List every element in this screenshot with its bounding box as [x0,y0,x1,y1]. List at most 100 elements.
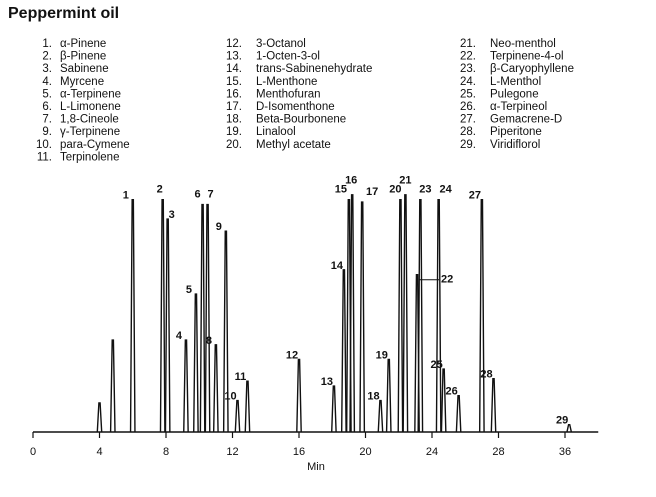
legend-number: 16. [226,88,242,100]
x-tick-label: 20 [359,446,371,458]
peak-label: 14 [331,260,344,272]
peak [397,198,404,433]
peak [183,339,189,433]
legend-name: Piperitone [490,126,542,138]
peak [212,344,219,433]
peak [164,218,171,433]
legend-name: β-Pinene [60,51,106,63]
legend-name: D-Isomenthone [256,101,335,113]
legend-name: L-Limonene [60,101,121,113]
peak [377,399,384,433]
peak [193,293,199,433]
x-tick-label: 16 [293,446,305,458]
peak [204,203,211,433]
legend-name: α-Terpinene [60,88,121,100]
x-tick-label: 4 [96,446,102,458]
peak [435,198,442,433]
legend-number: 12. [226,38,242,50]
legend-number: 25. [460,88,476,100]
chart-title: Peppermint oil [8,5,119,22]
legend-name: Myrcene [60,76,104,88]
peak-label: 4 [176,330,183,342]
peak-label: 18 [367,390,379,402]
x-tick-label: 0 [30,446,36,458]
peak [490,378,497,433]
legend-name: Terpinene-4-ol [490,51,564,63]
legend-name: Methyl acetate [256,139,331,151]
peak [109,339,116,433]
legend-number: 3. [42,63,52,75]
peak-label: 9 [216,221,222,233]
peak-label: 21 [399,175,411,187]
peak-label: 26 [445,386,457,398]
peak [296,358,302,433]
peak-label: 23 [419,184,431,196]
peak [331,385,337,433]
legend-number: 21. [460,38,476,50]
legend-number: 23. [460,63,476,75]
legend-number: 20. [226,139,242,151]
legend-number: 14. [226,63,242,75]
peak [566,424,573,433]
legend-number: 18. [226,114,242,126]
peak [340,269,347,433]
peak [440,368,447,433]
legend-name: L-Menthone [256,76,317,88]
legend-name: Menthofuran [256,88,321,100]
legend-name: 1,8-Cineole [60,114,119,126]
peak-label: 11 [235,371,247,383]
peak [96,402,103,433]
peak-label: 15 [335,184,347,196]
legend-number: 13. [226,51,242,63]
legend-name: L-Menthol [490,76,541,88]
peak-label: 24 [440,184,453,196]
legend-number: 17. [226,101,242,113]
peak [129,198,136,433]
peak-label: 25 [431,359,443,371]
legend-number: 27. [460,114,476,126]
legend-name: Sabinene [60,63,109,75]
legend-number: 29. [460,139,476,151]
peak-label: 12 [286,349,298,361]
legend-name: para-Cymene [60,139,130,151]
peak-label: 5 [186,284,192,296]
peak-label: 3 [169,209,175,221]
legend-name: Neo-menthol [490,38,556,50]
legend-number: 11. [37,151,52,163]
legend-number: 26. [460,101,476,113]
peak-label: 7 [208,188,214,200]
peak-label: 19 [376,349,388,361]
peak [359,201,366,433]
peak [478,198,485,433]
peak [455,395,462,433]
legend-name: Gemacrene-D [490,114,562,126]
peak [159,198,166,433]
legend-number: 6. [42,101,52,113]
legend-name: α-Terpineol [490,101,547,113]
legend-name: Linalool [256,126,296,138]
legend-number: 19. [226,126,242,138]
x-tick-label: 24 [426,446,438,458]
legend-name: Terpinolene [60,151,119,163]
peak-label: 22 [441,274,453,286]
legend-number: 28. [460,126,476,138]
legend-name: trans-Sabinenehydrate [256,63,372,75]
legend-number: 2. [42,51,52,63]
legend-number: 1. [42,38,52,50]
legend-number: 24. [460,76,476,88]
peak-label: 16 [345,175,357,187]
legend-name: β-Caryophyllene [490,63,574,75]
legend-number: 10. [36,139,52,151]
x-tick-label: 36 [559,446,571,458]
peak [385,358,392,433]
legend-number: 7. [42,114,52,126]
peak-label: 1 [123,190,129,202]
peak-label: 20 [389,184,401,196]
peak [222,230,229,433]
peak-label: 29 [556,415,568,427]
legend-number: 22. [460,51,476,63]
peak-label: 13 [321,376,333,388]
peak [417,198,424,433]
legend-name: α-Pinene [60,38,106,50]
